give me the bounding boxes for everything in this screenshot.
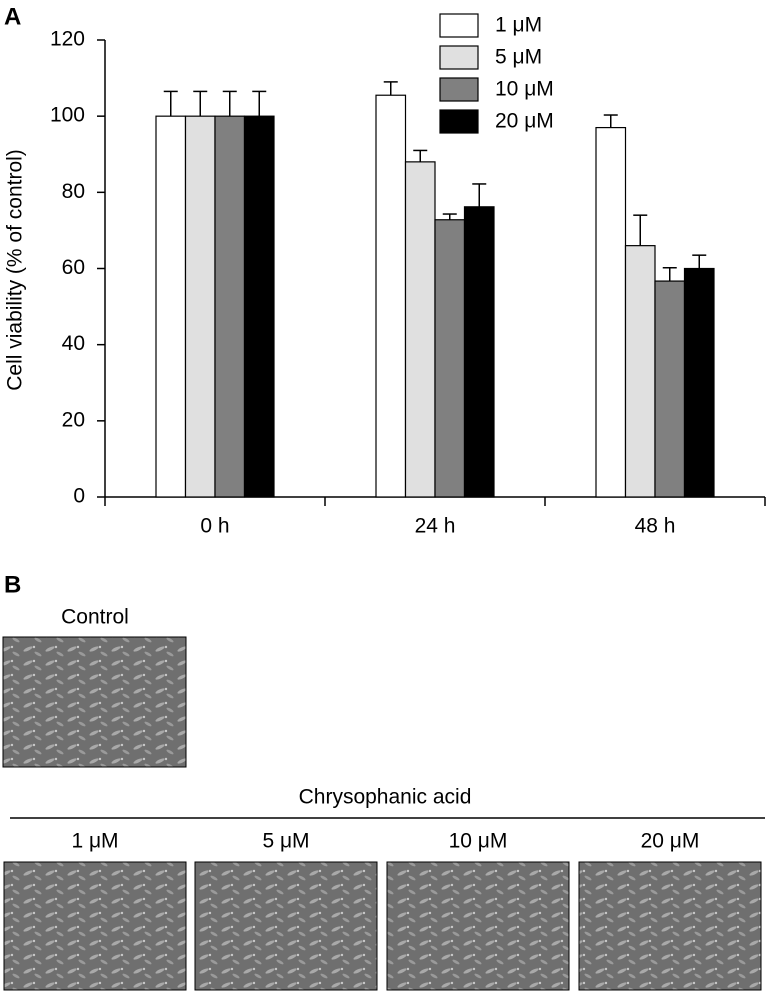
concentration-label: 5 μM (262, 830, 309, 853)
legend-label: 1 μM (495, 14, 542, 37)
micrograph (386, 861, 570, 991)
bar (683, 267, 715, 498)
legend-swatch (439, 13, 479, 38)
y-tick-label: 80 (62, 180, 85, 203)
bar (155, 115, 187, 498)
y-tick-label: 60 (62, 256, 85, 279)
x-tick-label: 24 h (415, 515, 456, 538)
bar (184, 115, 216, 498)
bar (434, 219, 466, 498)
y-tick-label: 120 (50, 28, 85, 51)
treatment-label: Chrysophanic acid (299, 786, 472, 809)
control-label: Control (61, 606, 129, 629)
bar (654, 280, 686, 498)
y-tick-label: 40 (62, 332, 85, 355)
y-tick-label: 0 (73, 485, 85, 508)
bar (214, 115, 246, 498)
panel-label: A (4, 3, 21, 30)
legend-swatch (439, 45, 479, 70)
panel-label: B (4, 571, 21, 598)
micrograph (578, 861, 762, 991)
legend-label: 5 μM (495, 46, 542, 69)
legend-swatch (439, 109, 479, 134)
y-axis-label: Cell viability (% of control) (4, 149, 27, 391)
concentration-label: 1 μM (71, 830, 118, 853)
y-tick-label: 20 (62, 408, 85, 431)
concentration-label: 10 μM (449, 830, 508, 853)
legend-label: 20 μM (495, 110, 554, 133)
legend-swatch (439, 77, 479, 102)
x-tick-label: 48 h (635, 515, 676, 538)
micrograph (2, 636, 187, 768)
bar (375, 94, 407, 498)
bar (463, 206, 495, 498)
x-tick-label: 0 h (200, 515, 229, 538)
bar (243, 115, 275, 498)
bar (624, 245, 656, 498)
concentration-label: 20 μM (641, 830, 700, 853)
micrograph (3, 861, 187, 991)
legend-label: 10 μM (495, 78, 554, 101)
micrograph (194, 861, 378, 991)
bar (404, 161, 436, 498)
y-tick-label: 100 (50, 104, 85, 127)
bar (595, 126, 627, 498)
